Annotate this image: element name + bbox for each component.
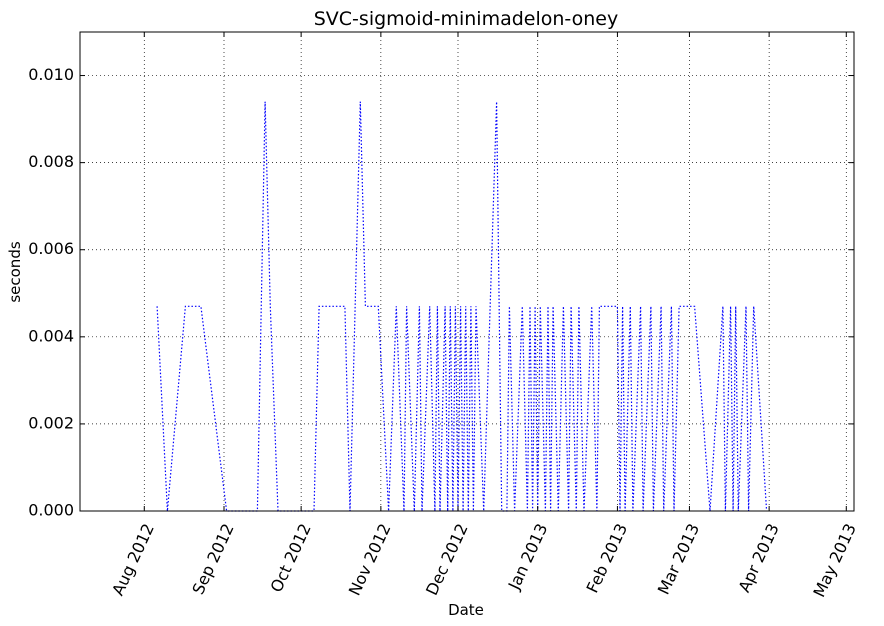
x-axis-label: Date: [448, 601, 484, 619]
series-group: [156, 101, 768, 512]
x-tick-label: Feb 2013: [583, 521, 632, 596]
x-tick-label: Mar 2013: [654, 521, 703, 598]
chart-title: SVC-sigmoid-minimadelon-oney: [314, 8, 619, 30]
x-tick-label: Nov 2012: [345, 521, 395, 599]
x-tick-label: May 2013: [809, 521, 860, 601]
x-tick-label: Apr 2013: [735, 521, 783, 596]
y-tick-label: 0.010: [28, 65, 74, 84]
y-tick-label: 0.002: [28, 413, 74, 432]
y-tick-label: 0.000: [28, 501, 74, 520]
y-axis-label: seconds: [6, 241, 24, 302]
ticks-group: [80, 32, 854, 512]
plot-frame: [79, 31, 855, 512]
series-line: [156, 101, 768, 512]
grid-lines: [80, 32, 854, 511]
y-tick-label: 0.004: [28, 326, 74, 345]
x-tick-label: Jan 2013: [504, 521, 551, 594]
x-tick-label: Aug 2012: [108, 521, 158, 599]
x-tick-label: Oct 2012: [267, 521, 315, 596]
y-tick-label: 0.008: [28, 152, 74, 171]
x-tick-label: Sep 2012: [188, 521, 237, 598]
y-tick-label: 0.006: [28, 239, 74, 258]
x-tick-label: Dec 2012: [422, 521, 472, 599]
